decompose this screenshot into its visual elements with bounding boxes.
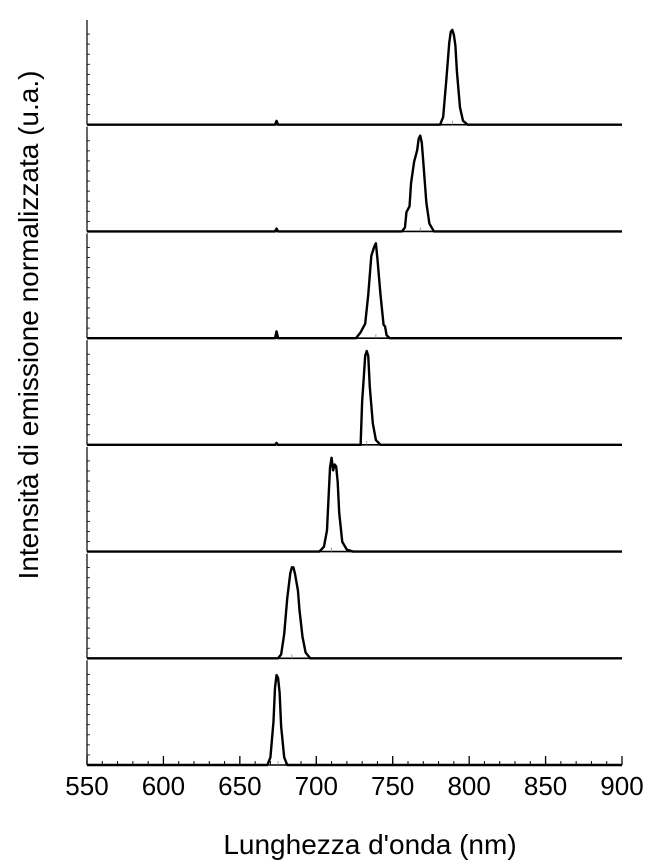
spectrum-line bbox=[87, 349, 622, 447]
y-axis-title: Intensità di emissione normalizzata (u.a… bbox=[13, 71, 44, 580]
x-tick-label: 700 bbox=[295, 771, 338, 801]
spectra-panels bbox=[86, 20, 622, 767]
x-tick-label: 800 bbox=[447, 771, 490, 801]
spectrum-line bbox=[87, 28, 622, 126]
spectrum-line bbox=[87, 673, 622, 767]
x-axis-title: Lunghezza d'onda (nm) bbox=[223, 829, 516, 860]
spectrum-panel bbox=[86, 553, 622, 660]
spectrum-panel bbox=[86, 233, 622, 340]
x-tick-label: 900 bbox=[600, 771, 643, 801]
spectrum-line bbox=[87, 242, 622, 340]
x-tick-label: 650 bbox=[218, 771, 261, 801]
spectrum-line bbox=[87, 566, 622, 660]
x-axis: 550 600 650 700 750 800 850 900 bbox=[65, 756, 644, 801]
spectrum-panel bbox=[86, 126, 622, 233]
x-tick-label: 600 bbox=[142, 771, 185, 801]
spectrum-panel bbox=[86, 20, 622, 126]
x-tick-label: 850 bbox=[524, 771, 567, 801]
x-tick-label: 750 bbox=[371, 771, 414, 801]
x-tick-label: 550 bbox=[65, 771, 108, 801]
spectrum-line bbox=[87, 456, 622, 553]
spectrum-line bbox=[87, 134, 622, 233]
spectrum-panel bbox=[86, 340, 622, 447]
spectrum-panel bbox=[86, 660, 622, 767]
spectrum-panel bbox=[86, 446, 622, 553]
